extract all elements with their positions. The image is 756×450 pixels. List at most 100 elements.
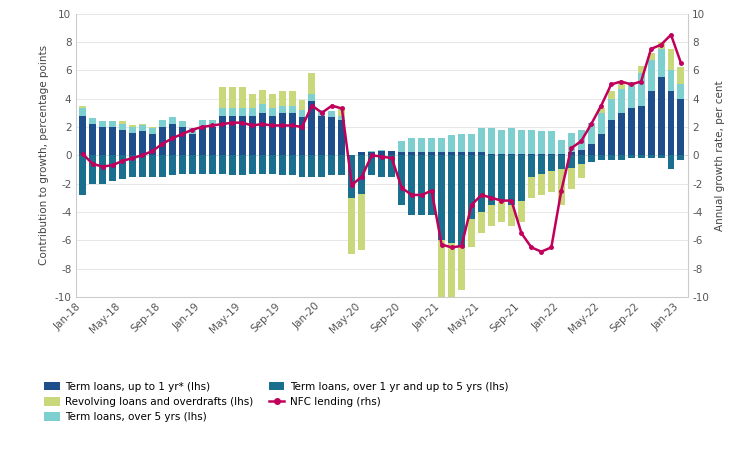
- Bar: [268, 116, 276, 155]
- Bar: [648, 91, 655, 155]
- Bar: [408, 138, 415, 153]
- Bar: [488, 205, 495, 226]
- Bar: [259, 104, 265, 113]
- Bar: [289, 91, 296, 106]
- Bar: [318, 110, 325, 116]
- Bar: [278, 155, 286, 175]
- Bar: [378, 149, 386, 151]
- Bar: [488, 155, 495, 205]
- Bar: [159, 120, 166, 127]
- Bar: [508, 205, 515, 226]
- Bar: [508, 155, 515, 205]
- Bar: [378, 151, 386, 155]
- Bar: [558, 154, 565, 155]
- Bar: [228, 108, 236, 116]
- Bar: [218, 87, 226, 108]
- Bar: [339, 120, 345, 155]
- Bar: [179, 121, 186, 127]
- Bar: [528, 154, 535, 155]
- Bar: [668, 49, 674, 70]
- Bar: [518, 201, 525, 222]
- Bar: [378, 155, 386, 176]
- Bar: [637, 106, 645, 155]
- Bar: [598, 134, 605, 155]
- Bar: [637, 155, 645, 158]
- Bar: [528, 176, 535, 198]
- Bar: [498, 130, 505, 154]
- Bar: [558, 155, 565, 170]
- Bar: [658, 42, 665, 49]
- Bar: [368, 155, 375, 175]
- Bar: [79, 155, 86, 195]
- Bar: [458, 155, 465, 248]
- Bar: [677, 155, 684, 159]
- Bar: [578, 164, 584, 178]
- Bar: [199, 120, 206, 127]
- Bar: [428, 155, 435, 215]
- Bar: [458, 248, 465, 290]
- Bar: [129, 133, 136, 155]
- Bar: [199, 155, 206, 174]
- Bar: [99, 121, 106, 127]
- Bar: [149, 127, 156, 128]
- Bar: [289, 155, 296, 175]
- Bar: [627, 81, 634, 108]
- Bar: [518, 130, 525, 154]
- Bar: [159, 155, 166, 176]
- Bar: [299, 110, 305, 117]
- Bar: [129, 127, 136, 133]
- Bar: [339, 108, 345, 116]
- Bar: [339, 155, 345, 175]
- Bar: [199, 127, 206, 155]
- Bar: [89, 118, 96, 124]
- Bar: [438, 240, 445, 297]
- Bar: [228, 116, 236, 155]
- Bar: [627, 108, 634, 155]
- Bar: [558, 140, 565, 154]
- Bar: [308, 73, 315, 94]
- Bar: [109, 121, 116, 127]
- Bar: [518, 154, 525, 155]
- Bar: [538, 131, 545, 154]
- Bar: [268, 155, 276, 174]
- Bar: [308, 94, 315, 101]
- Bar: [318, 116, 325, 155]
- Bar: [358, 194, 365, 250]
- Bar: [169, 117, 176, 124]
- Bar: [468, 134, 475, 153]
- Bar: [598, 108, 605, 113]
- Bar: [418, 155, 425, 215]
- Bar: [468, 153, 475, 155]
- Bar: [568, 153, 575, 155]
- Bar: [209, 155, 215, 174]
- Bar: [259, 90, 265, 104]
- Bar: [668, 70, 674, 91]
- Bar: [658, 155, 665, 158]
- Bar: [498, 154, 505, 155]
- Bar: [438, 155, 445, 240]
- Bar: [538, 155, 545, 174]
- Bar: [358, 153, 365, 155]
- Bar: [349, 198, 355, 255]
- Bar: [438, 153, 445, 155]
- Bar: [598, 155, 605, 159]
- Bar: [658, 77, 665, 155]
- Bar: [548, 155, 555, 171]
- Bar: [488, 154, 495, 155]
- Bar: [109, 155, 116, 181]
- Bar: [99, 155, 106, 184]
- Bar: [618, 81, 624, 89]
- Bar: [648, 60, 655, 91]
- Bar: [677, 99, 684, 155]
- Bar: [458, 153, 465, 155]
- Bar: [548, 154, 555, 155]
- Bar: [478, 153, 485, 155]
- Bar: [587, 123, 595, 144]
- Bar: [468, 219, 475, 248]
- Bar: [289, 113, 296, 155]
- Bar: [109, 127, 116, 155]
- Bar: [568, 168, 575, 189]
- Bar: [169, 155, 176, 175]
- Bar: [278, 106, 286, 113]
- Bar: [189, 128, 196, 134]
